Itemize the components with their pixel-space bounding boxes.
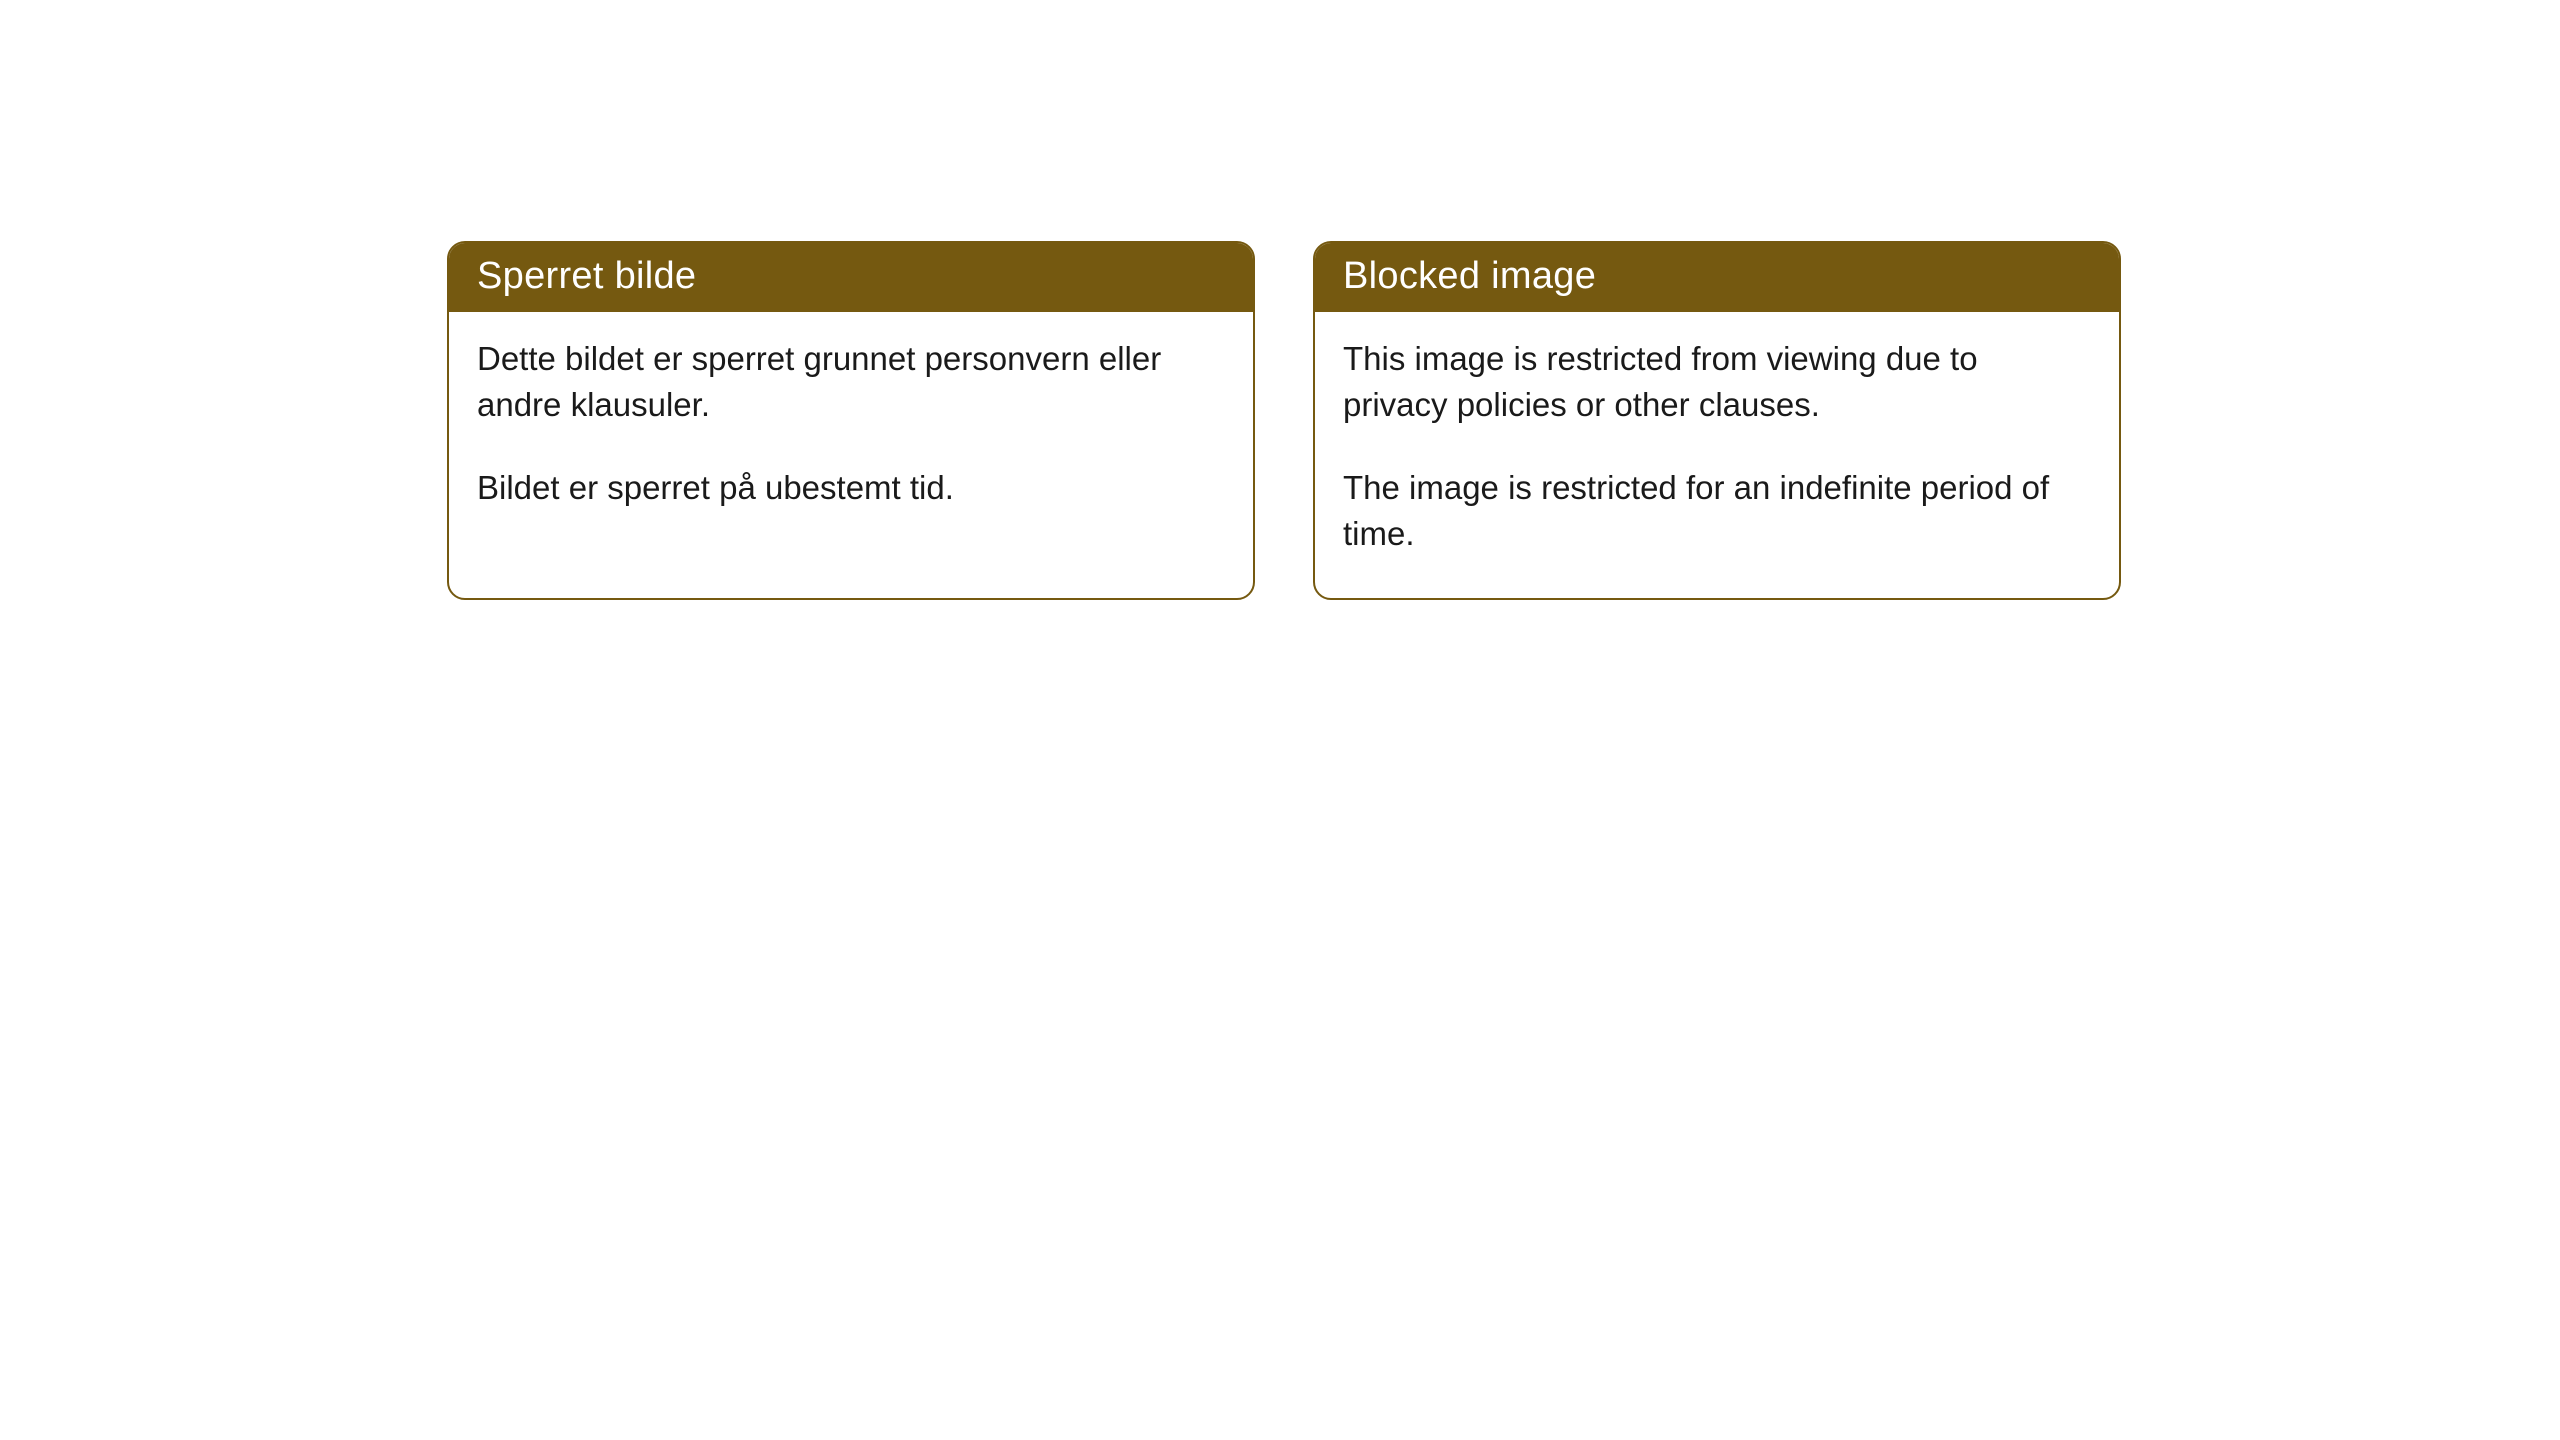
card-paragraph: Dette bildet er sperret grunnet personve… — [477, 336, 1225, 427]
card-paragraph: Bildet er sperret på ubestemt tid. — [477, 465, 1225, 511]
blocked-image-card-en: Blocked image This image is restricted f… — [1313, 241, 2121, 600]
card-title-en: Blocked image — [1315, 243, 2119, 312]
blocked-image-card-no: Sperret bilde Dette bildet er sperret gr… — [447, 241, 1255, 600]
card-body-no: Dette bildet er sperret grunnet personve… — [449, 312, 1253, 553]
card-body-en: This image is restricted from viewing du… — [1315, 312, 2119, 598]
card-paragraph: This image is restricted from viewing du… — [1343, 336, 2091, 427]
card-title-no: Sperret bilde — [449, 243, 1253, 312]
notice-container: Sperret bilde Dette bildet er sperret gr… — [0, 0, 2560, 600]
card-paragraph: The image is restricted for an indefinit… — [1343, 465, 2091, 556]
